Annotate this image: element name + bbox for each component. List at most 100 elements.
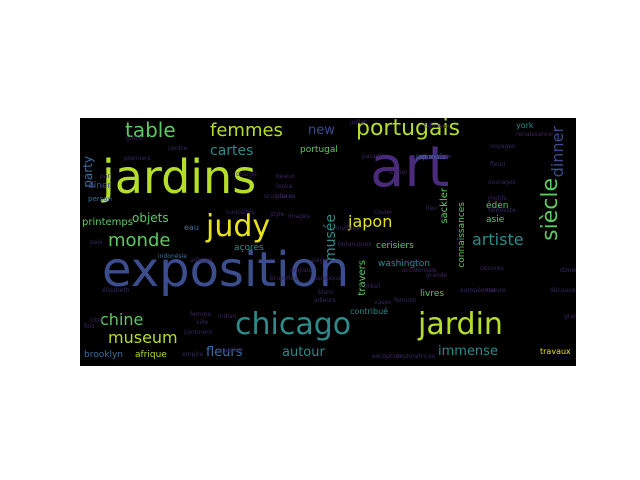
cloud-word: jardin xyxy=(418,307,503,342)
cloud-word: cerisiers xyxy=(376,241,414,251)
cloud-word: york xyxy=(516,121,534,130)
cloud-word: açores xyxy=(234,243,264,253)
cloud-word: artiste xyxy=(472,230,524,249)
cloud-word: globe xyxy=(126,135,143,142)
cloud-word: bruxelles xyxy=(270,275,298,282)
cloud-word: occidentale xyxy=(402,267,437,274)
cloud-word: asie xyxy=(486,215,505,225)
cloud-word: mosaïli xyxy=(398,259,420,266)
cloud-word: exposition xyxy=(102,242,350,298)
cloud-word: fleurs xyxy=(206,345,243,360)
cloud-word: pays xyxy=(312,257,327,264)
cloud-word: siècle xyxy=(538,178,563,241)
cloud-word: couler xyxy=(374,209,393,216)
cloud-word: voyages xyxy=(490,143,516,150)
cloud-word: part xyxy=(100,173,113,180)
cloud-word: indian xyxy=(218,313,237,320)
cloud-word: feminin xyxy=(394,297,417,304)
cloud-word: printemps xyxy=(82,217,133,228)
cloud-word: botaniques xyxy=(338,241,372,248)
cloud-word: fabuleux xyxy=(424,123,451,130)
cloud-word: travaux xyxy=(540,347,571,356)
cloud-word: nature xyxy=(486,287,506,294)
cloud-word: grandes xyxy=(564,313,576,320)
cloud-word: renaissance xyxy=(516,131,552,138)
cloud-word: citer xyxy=(90,317,104,324)
cloud-word: premiers xyxy=(124,155,151,162)
cloud-word: monde xyxy=(108,230,171,251)
cloud-word: découvertes xyxy=(550,287,576,294)
cloud-word: février xyxy=(388,169,408,176)
cloud-word: éden xyxy=(486,201,509,211)
cloud-word: fleuri xyxy=(490,161,506,168)
cloud-word: exception xyxy=(372,353,402,360)
cloud-word: ouvrages xyxy=(488,179,516,186)
cloud-word: chicago xyxy=(235,307,352,342)
cloud-word: femmes xyxy=(210,120,283,141)
cloud-word: table xyxy=(125,118,176,142)
cloud-word: musée xyxy=(323,214,339,262)
cloud-word: européenne xyxy=(460,287,496,294)
cloud-word: vases xyxy=(374,299,392,306)
cloud-word: motifs xyxy=(488,195,507,202)
cloud-word: immense xyxy=(438,344,498,359)
cloud-word: chine xyxy=(100,310,144,329)
cloud-word: centre xyxy=(168,145,188,152)
cloud-word: autour xyxy=(282,345,325,360)
cloud-word: new xyxy=(308,123,335,138)
cloud-word: museum xyxy=(108,328,178,347)
cloud-word: livres xyxy=(420,289,445,299)
cloud-word: afrique xyxy=(135,350,167,360)
cloud-word: travers xyxy=(357,260,368,296)
cloud-word: brooklyn xyxy=(84,350,123,360)
cloud-word: ville xyxy=(196,319,209,326)
cloud-word: dinner xyxy=(548,126,567,178)
cloud-word: sculptures xyxy=(264,193,296,200)
cloud-word: indonésie xyxy=(158,253,187,260)
cloud-word: pièces xyxy=(276,193,296,200)
cloud-word: empire xyxy=(182,351,204,358)
cloud-word: fois xyxy=(84,323,95,330)
cloud-word: eau xyxy=(184,223,199,232)
cloud-word: oeuvres xyxy=(480,265,504,272)
cloud-word: judy xyxy=(206,209,271,244)
cloud-word: dimension xyxy=(560,267,576,274)
cloud-word: femme xyxy=(190,311,212,318)
cloud-word: chargé xyxy=(236,171,257,178)
cloud-word: persan xyxy=(88,195,113,203)
cloud-word: artistes xyxy=(190,257,213,264)
cloud-word: objets xyxy=(132,211,169,225)
cloud-word: lieu xyxy=(426,205,437,212)
cloud-word: images xyxy=(288,213,310,220)
cloud-word: lanka xyxy=(276,183,293,190)
cloud-word: ailleurs xyxy=(314,297,336,304)
cloud-word: élisabeth xyxy=(102,287,130,294)
cloud-word: contribué xyxy=(350,307,389,316)
cloud-word: washington xyxy=(378,259,430,269)
word-cloud: exposition art jardins chicago jardin ju… xyxy=(80,118,576,366)
cloud-word: art xyxy=(370,135,450,200)
cloud-word: japon xyxy=(348,212,393,231)
cloud-word: juillet xyxy=(350,119,367,126)
cloud-word: asiatique xyxy=(314,275,342,282)
cloud-word: japonais xyxy=(416,153,446,161)
cloud-word: continent xyxy=(184,329,213,336)
cloud-word: manière xyxy=(218,347,243,354)
cloud-word: paradis xyxy=(362,153,385,160)
cloud-word: cartes xyxy=(210,143,254,159)
cloud-word: curiosités xyxy=(226,209,255,216)
cloud-word: féministe xyxy=(488,207,516,214)
cloud-word: exploratrices xyxy=(396,353,436,360)
cloud-word: jardins xyxy=(102,150,257,204)
cloud-word: invitées xyxy=(336,225,360,232)
cloud-word: dîner xyxy=(88,181,112,191)
cloud-word: portugais xyxy=(356,118,461,141)
cloud-word: blanc xyxy=(318,289,335,296)
cloud-word: style xyxy=(270,211,285,218)
cloud-word: brésil xyxy=(364,283,381,290)
cloud-word: connaissances xyxy=(457,202,467,268)
cloud-word: anglais xyxy=(290,267,312,274)
cloud-word: beaux xyxy=(276,173,295,180)
cloud-word: grande xyxy=(426,272,448,279)
cloud-word: irène xyxy=(436,153,452,160)
